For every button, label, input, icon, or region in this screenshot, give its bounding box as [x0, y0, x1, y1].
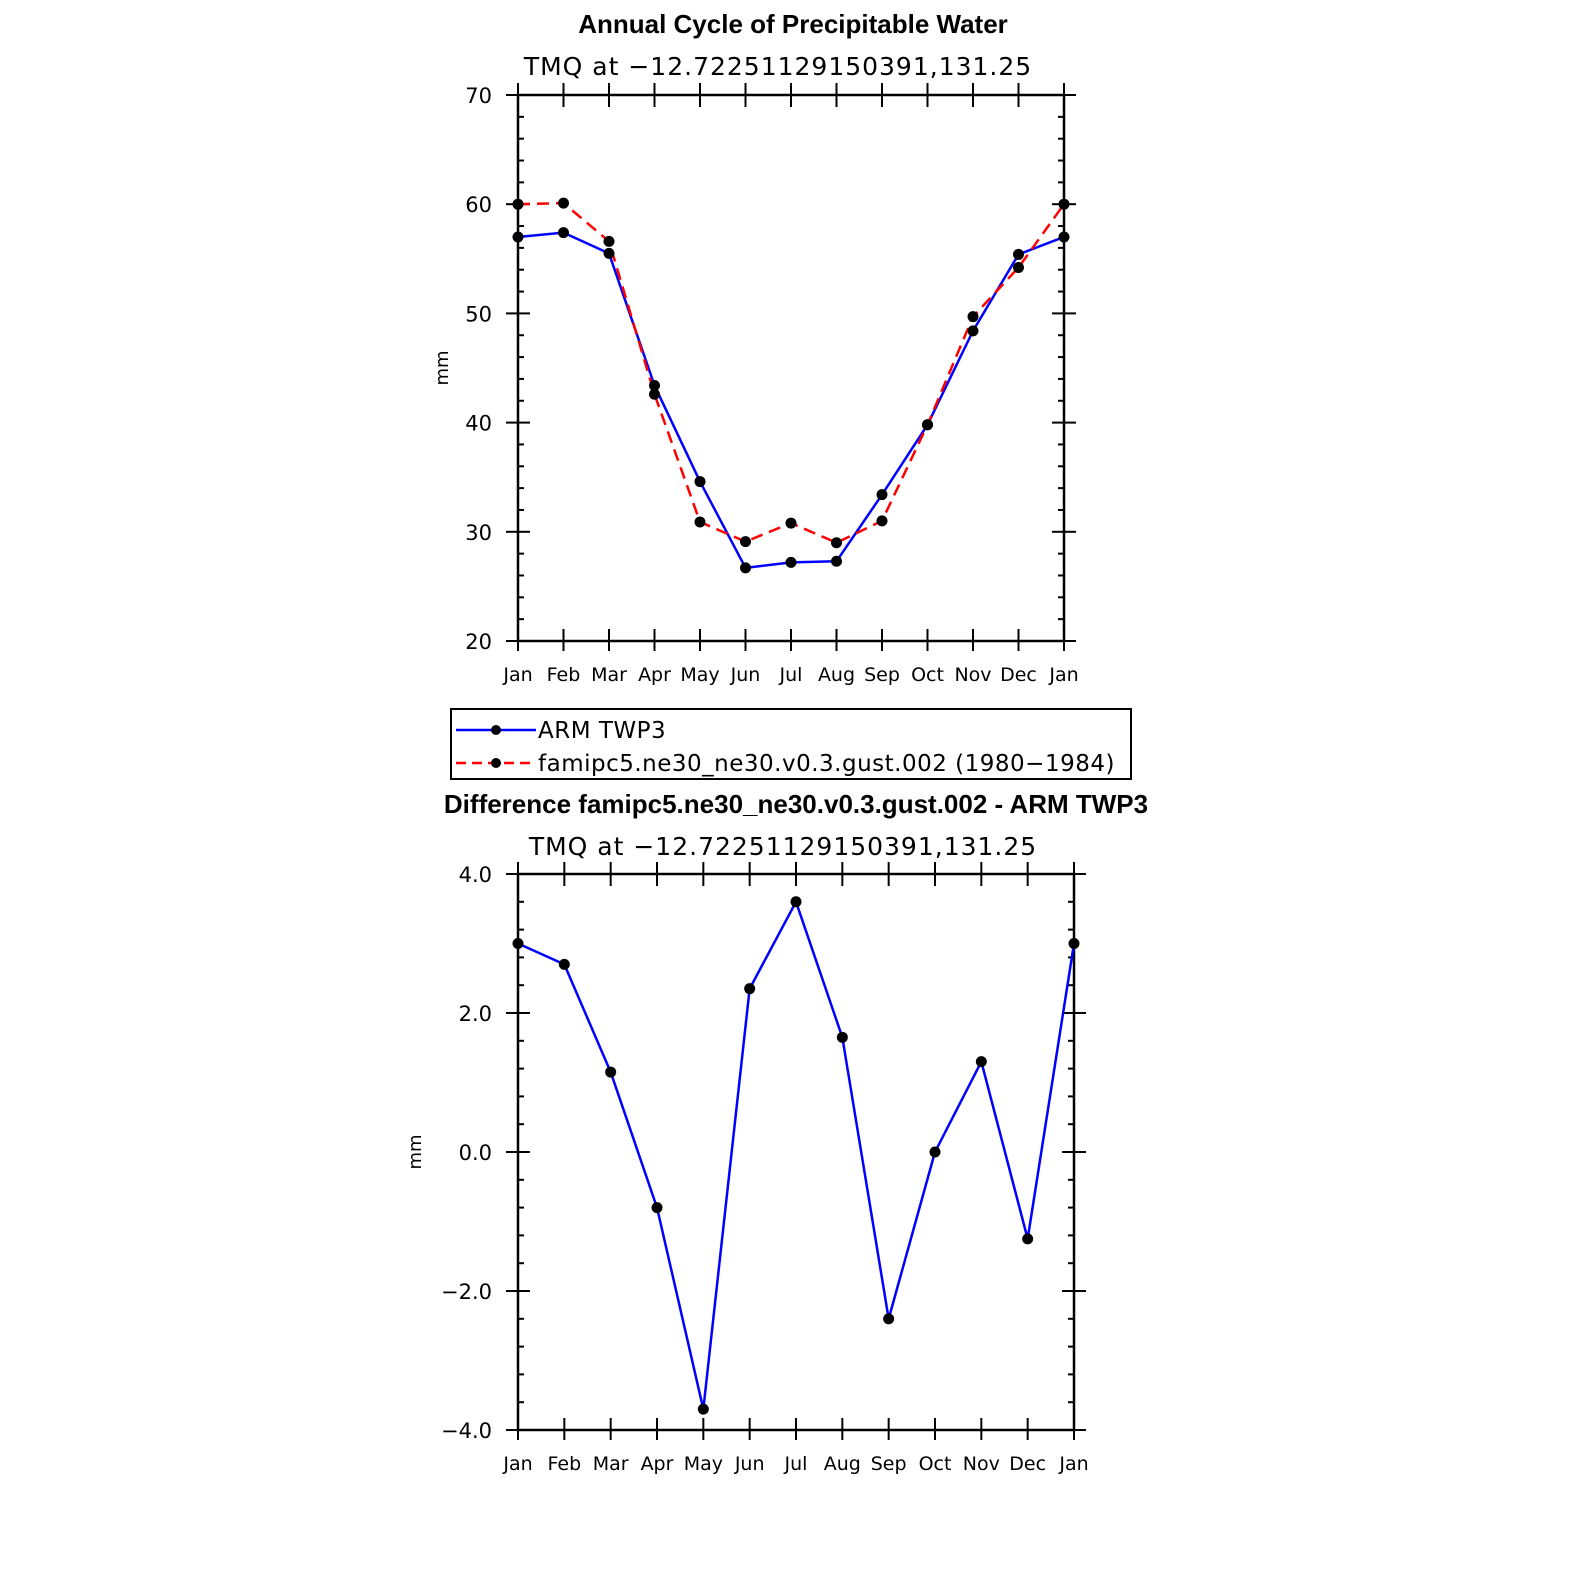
top-x-tick-label: Jun — [730, 664, 761, 686]
bottom-data-point-0 — [744, 983, 756, 995]
top-data-point-1 — [512, 198, 524, 210]
legend-marker-model — [491, 758, 501, 768]
top-data-point-1 — [649, 388, 660, 400]
top-data-point-0 — [740, 562, 751, 574]
top-x-tick-label: Oct — [911, 664, 944, 686]
top-x-tick-label: May — [680, 664, 719, 686]
top-x-tick-label: Jul — [779, 664, 803, 686]
bottom-x-tick-label: Nov — [963, 1453, 1000, 1475]
bottom-plot: −4.0 −2.0 0.0 2.0 4.0 Jan Feb Mar Apr May Jun Jul Au… — [441, 862, 1089, 1475]
bottom-data-point-0 — [651, 1202, 663, 1214]
top-y-axis-label: mm — [432, 350, 453, 385]
top-data-point-1 — [603, 235, 615, 247]
bottom-y-tick-label: 2.0 — [459, 1002, 492, 1026]
top-x-tick-label: Nov — [954, 664, 991, 686]
top-y-tick-label: 40 — [465, 412, 492, 436]
bottom-x-tick-label: Jan — [1058, 1453, 1088, 1475]
legend-label-arm: ARM TWP3 — [538, 718, 666, 744]
top-subtitle: TMQ at −12.72251129150391,131.25 — [523, 52, 1032, 81]
top-x-tick-label: Mar — [591, 664, 627, 686]
bottom-y-axis-label: mm — [405, 1134, 426, 1169]
top-title: Annual Cycle of Precipitable Water — [578, 9, 1008, 39]
top-x-tick-label: Feb — [547, 664, 581, 686]
bottom-y-tick-label: 4.0 — [459, 863, 492, 887]
bottom-plot-frame — [516, 872, 1076, 1432]
bottom-title: Difference famipc5.ne30_ne30.v0.3.gust.0… — [444, 789, 1148, 819]
top-x-tick-label: Jan — [1048, 664, 1078, 686]
bottom-subtitle: TMQ at −12.72251129150391,131.25 — [528, 832, 1037, 861]
bottom-series-line-0 — [517, 900, 1076, 1411]
top-data-point-1 — [1013, 262, 1024, 274]
bottom-x-tick-label: Mar — [593, 1453, 629, 1475]
top-data-point-0 — [694, 476, 706, 488]
bottom-x-tick-label: Jan — [502, 1453, 532, 1475]
top-data-point-0 — [603, 247, 615, 259]
top-series-line-1 — [517, 201, 1066, 544]
top-data-point-0 — [831, 555, 842, 567]
bottom-data-point-0 — [1022, 1233, 1034, 1245]
top-y-tick-label: 70 — [465, 84, 492, 108]
top-data-point-0 — [558, 227, 569, 239]
top-x-tick-label: Dec — [1000, 664, 1037, 686]
bottom-data-point-0 — [790, 896, 802, 908]
top-y-tick-label: 20 — [465, 630, 492, 654]
legend-label-model: famipc5.ne30_ne30.v0.3.gust.002 (1980−19… — [538, 751, 1115, 777]
top-data-point-0 — [1013, 248, 1024, 260]
bottom-y-tick-label: −4.0 — [441, 1419, 492, 1443]
top-data-point-0 — [785, 556, 797, 568]
top-data-point-0 — [512, 231, 524, 243]
bottom-x-tick-label: May — [684, 1453, 723, 1475]
top-data-point-1 — [740, 536, 751, 548]
bottom-x-tick-label: Jun — [734, 1453, 765, 1475]
bottom-data-point-0 — [836, 1031, 848, 1043]
top-data-point-1 — [876, 515, 888, 527]
top-data-point-1 — [1058, 198, 1070, 210]
bottom-data-point-0 — [558, 958, 570, 970]
legend-box — [450, 708, 1132, 780]
top-y-tick-label: 30 — [465, 521, 492, 545]
bottom-data-point-0 — [697, 1403, 709, 1415]
top-data-point-1 — [922, 419, 933, 431]
top-x-tick-label: Jan — [502, 664, 532, 686]
bottom-y-tick-label: −2.0 — [441, 1280, 492, 1304]
bottom-x-tick-label: Aug — [824, 1453, 861, 1475]
bottom-x-tick-label: Feb — [548, 1453, 582, 1475]
legend-marker-arm — [491, 725, 501, 735]
bottom-data-point-0 — [605, 1066, 617, 1078]
top-data-point-0 — [967, 325, 979, 337]
top-data-point-1 — [694, 516, 706, 528]
top-x-tick-label: Apr — [638, 664, 671, 686]
top-data-point-0 — [876, 489, 888, 501]
bottom-x-tick-label: Apr — [641, 1453, 674, 1475]
bottom-y-tick-label: 0.0 — [459, 1141, 492, 1165]
top-y-tick-label: 60 — [465, 193, 492, 217]
top-data-point-1 — [831, 537, 842, 549]
bottom-x-tick-label: Oct — [919, 1453, 952, 1475]
top-data-point-0 — [1058, 231, 1070, 243]
bottom-x-tick-label: Sep — [871, 1453, 907, 1475]
top-data-point-1 — [558, 197, 569, 209]
bottom-data-point-0 — [975, 1056, 987, 1068]
top-series-line-0 — [517, 231, 1065, 570]
top-plot: 20 30 40 50 60 70 Jan Feb Mar Apr May Jun Jul Aug Sep O… — [465, 83, 1079, 686]
top-x-tick-label: Sep — [864, 664, 900, 686]
top-data-point-1 — [785, 517, 797, 529]
bottom-data-point-0 — [512, 938, 524, 949]
top-y-tick-label: 50 — [465, 302, 492, 326]
top-data-point-0 — [649, 379, 660, 391]
top-x-tick-label: Aug — [818, 664, 855, 686]
bottom-x-tick-label: Dec — [1009, 1453, 1046, 1475]
bottom-data-point-0 — [929, 1146, 941, 1158]
bottom-data-point-0 — [1068, 938, 1080, 949]
top-data-point-1 — [967, 311, 979, 323]
bottom-x-tick-label: Jul — [784, 1453, 808, 1475]
bottom-data-point-0 — [883, 1313, 895, 1325]
legend: ARM TWP3 famipc5.ne30_ne30.v0.3.gust.002… — [450, 708, 1132, 780]
